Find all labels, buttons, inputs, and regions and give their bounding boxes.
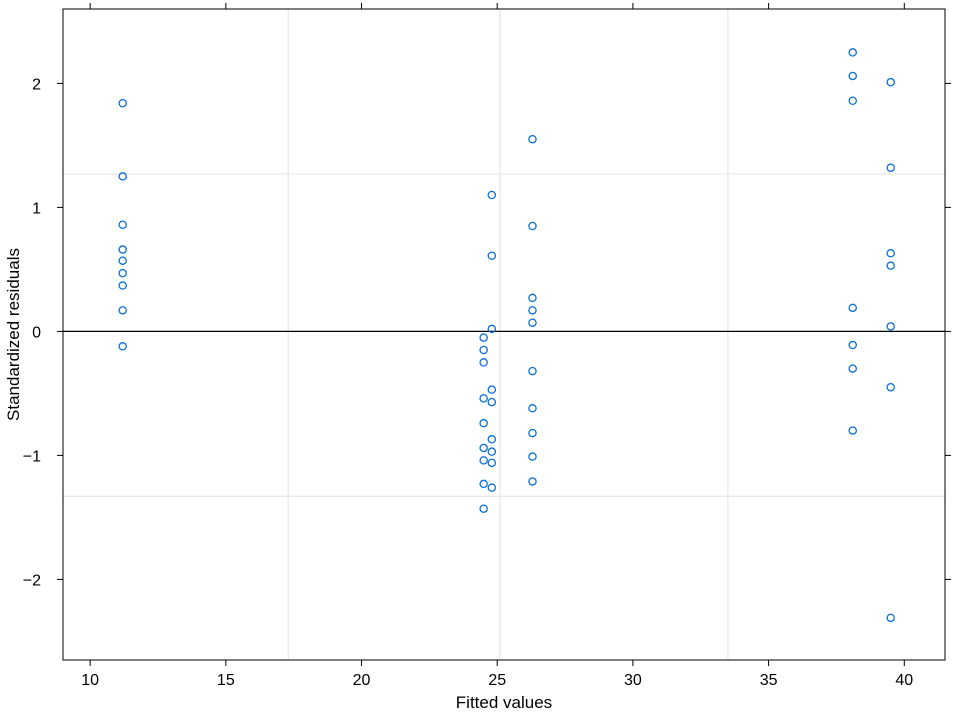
data-point [487, 447, 497, 456]
data-point [479, 456, 488, 465]
axis-ticks: 10 15 20 25 30 35 40 −2 −1 0 1 2 [23, 3, 951, 689]
data-point [886, 382, 895, 392]
data-point [479, 418, 488, 428]
data-point [848, 96, 857, 106]
data-point [848, 340, 857, 350]
data-point [118, 220, 127, 230]
data-point [848, 48, 857, 57]
y-tick-label: 1 [32, 200, 41, 217]
data-point [528, 452, 537, 461]
data-point [118, 245, 127, 254]
data-point [848, 426, 857, 435]
data-point [118, 306, 127, 315]
data-point [118, 342, 127, 351]
data-point [848, 71, 857, 81]
data-point [528, 404, 537, 413]
data-point [487, 458, 497, 468]
data-point [886, 261, 895, 270]
plot-frame [62, 8, 946, 661]
x-tick-label: 40 [895, 672, 913, 689]
data-point [479, 394, 488, 403]
data-point [487, 251, 497, 261]
y-tick-label: 0 [32, 324, 41, 341]
data-point [528, 318, 537, 327]
grid-lines [63, 9, 945, 660]
data-point [886, 322, 895, 331]
y-tick-label: −2 [23, 572, 41, 589]
data-point [487, 190, 497, 200]
data-point [479, 333, 488, 342]
data-point [848, 364, 857, 373]
data-point [118, 98, 127, 108]
x-tick-label: 35 [760, 672, 778, 689]
x-tick-label: 20 [353, 672, 371, 689]
data-point [487, 385, 497, 394]
y-tick-label: 2 [32, 76, 41, 93]
data-point [118, 281, 127, 290]
data-points [118, 48, 895, 623]
data-point [528, 134, 537, 144]
y-tick-label: −1 [23, 448, 41, 465]
data-point [118, 268, 127, 278]
data-point [487, 324, 497, 334]
data-point [487, 397, 497, 407]
data-point [886, 249, 895, 258]
data-point [528, 366, 537, 376]
data-point [528, 293, 537, 303]
x-tick-label: 25 [488, 672, 506, 689]
data-point [118, 172, 127, 181]
data-point [886, 613, 895, 623]
data-point [528, 477, 537, 486]
data-point [886, 163, 895, 172]
data-point [479, 479, 488, 489]
data-point [479, 443, 488, 453]
data-point [479, 345, 488, 355]
data-point [528, 221, 537, 231]
data-point [487, 483, 497, 492]
data-point [848, 303, 857, 313]
x-tick-label: 30 [624, 672, 642, 689]
data-point [528, 306, 537, 315]
data-point [479, 504, 488, 513]
data-point [886, 77, 895, 87]
x-tick-label: 15 [217, 672, 235, 689]
data-point [528, 428, 537, 438]
x-axis-title: Fitted values [456, 693, 552, 712]
data-point [118, 256, 127, 265]
x-tick-label: 10 [81, 672, 99, 689]
data-point [479, 358, 488, 367]
data-point [487, 435, 497, 444]
y-axis-title: Standardized residuals [4, 248, 23, 421]
